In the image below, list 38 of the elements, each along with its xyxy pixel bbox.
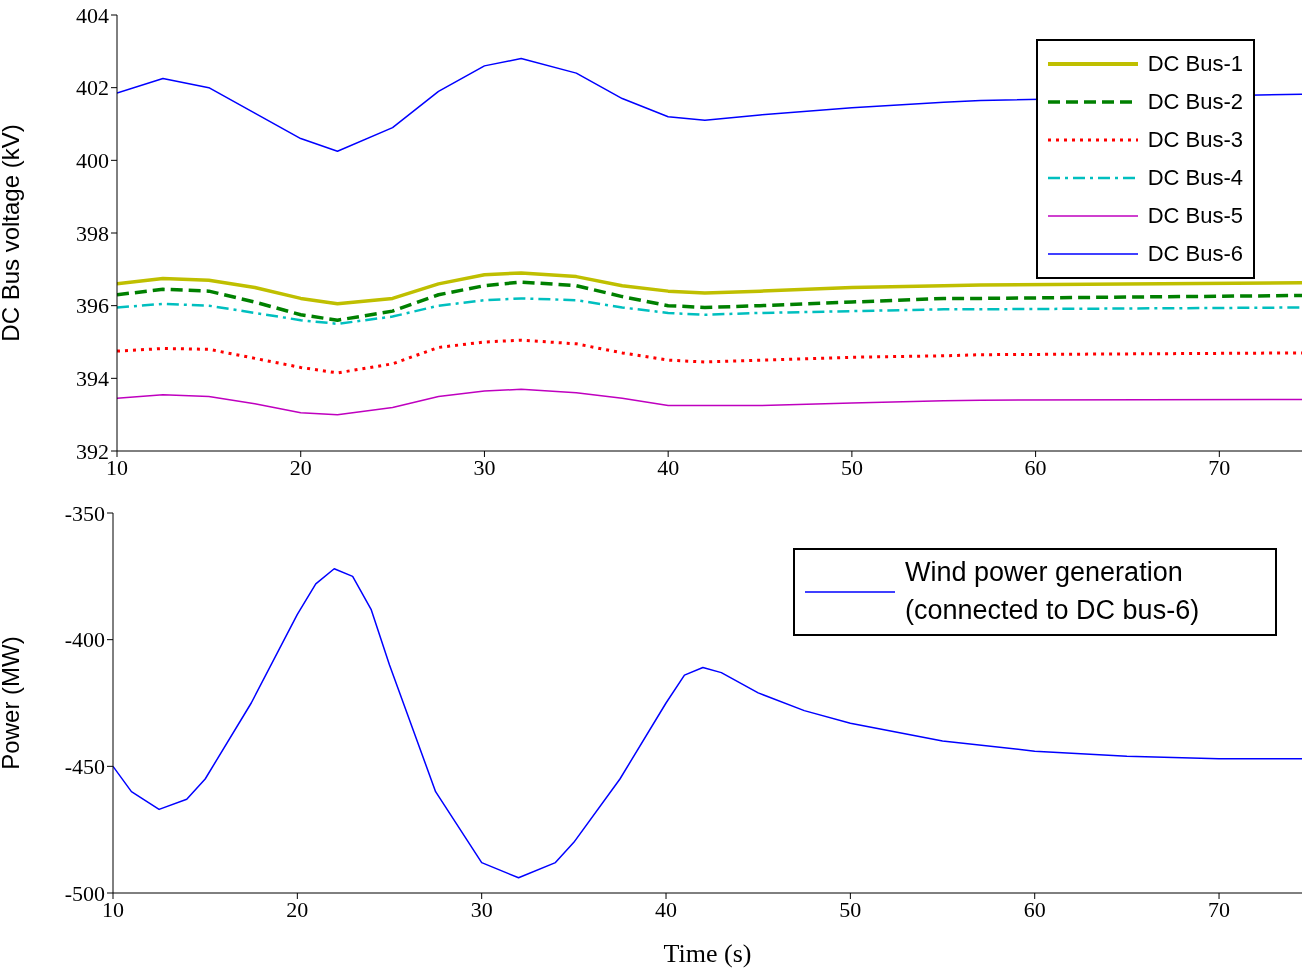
y-tick-label: -500 [64,880,105,906]
x-tick-label: 40 [655,896,678,922]
line-series [117,297,1302,326]
y-tick-label: 396 [76,293,109,319]
x-tick-label: 40 [657,454,680,480]
x-tick-label: 50 [840,454,863,480]
y-tick-label: -350 [64,500,105,526]
y-tick-label: 400 [76,148,109,174]
x-tick-label: 60 [1023,896,1046,922]
line-series [117,338,1302,375]
y-tick-label: 394 [76,366,109,392]
y-tick-label: -400 [64,627,105,653]
x-axis-title: Time (s) [663,939,752,968]
x-tick-label: 20 [289,454,312,480]
legend-label: DC Bus-1 [1147,49,1243,78]
y-axis-title: DC Bus voltage (kV) [0,124,24,342]
x-tick-label: 30 [473,454,496,480]
legend-label: DC Bus-2 [1147,87,1243,116]
x-tick-label: 70 [1208,454,1231,480]
x-tick-label: 70 [1208,896,1231,922]
y-tick-label: 402 [76,75,109,101]
legend-label: DC Bus-6 [1147,239,1243,268]
y-tick-label: 404 [76,2,109,28]
legend-label: Wind power generation (connected to DC bus-6) [905,556,1201,627]
y-tick-label: 398 [76,220,109,246]
x-tick-label: 20 [286,896,309,922]
line-series [117,271,1302,306]
line-series [117,280,1302,322]
legend-label: DC Bus-5 [1147,201,1243,230]
x-tick-label: 50 [839,896,862,922]
x-tick-label: 30 [470,896,493,922]
x-tick-label: 60 [1024,454,1047,480]
line-series [117,388,1302,416]
legend-label: DC Bus-3 [1147,125,1243,154]
y-tick-label: -450 [64,754,105,780]
y-axis-title: Power (MW) [0,636,24,770]
legend-label: DC Bus-4 [1147,163,1243,192]
y-tick-label: 392 [76,438,109,464]
